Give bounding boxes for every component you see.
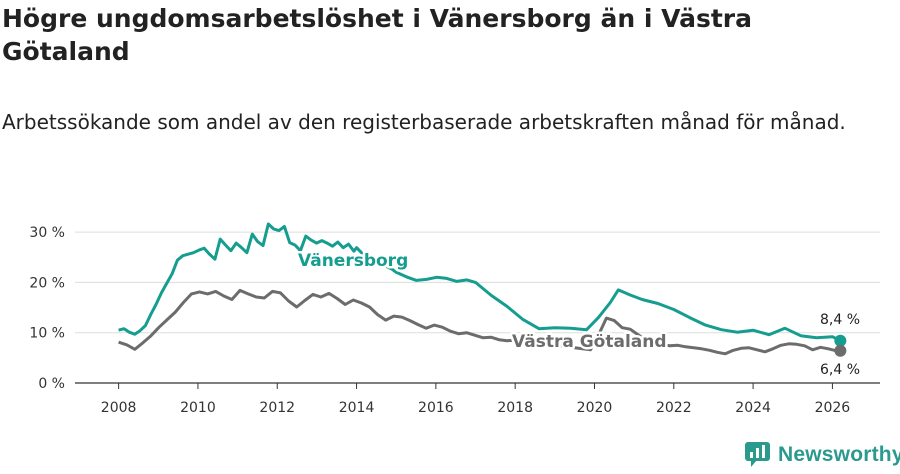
end-label-vanersborg: 8,4 % (820, 312, 860, 328)
brand-name: Newsworthy (778, 442, 900, 466)
x-tick-label: 2016 (418, 400, 454, 416)
series-label-vanersborg: Vänersborg (298, 251, 408, 271)
y-tick-label: 10 % (29, 326, 65, 342)
series-label-vastra-gotaland-halo: Västra Götaland (512, 332, 667, 352)
x-tick-label: 2012 (259, 400, 295, 416)
end-point-vastra-gotaland (834, 344, 847, 357)
x-tick-label: 2008 (101, 400, 137, 416)
x-tick-label: 2010 (180, 400, 216, 416)
x-tick-label: 2024 (735, 400, 771, 416)
chart-subtitle: Arbetssökande som andel av den registerb… (2, 110, 846, 134)
end-point-vanersborg (834, 334, 847, 347)
series-label-vastra-gotaland: Västra Götaland (512, 332, 667, 352)
chart-title: Högre ungdomsarbetslöshet i Vänersborg ä… (2, 4, 752, 66)
y-tick-label: 20 % (29, 275, 65, 291)
end-label-vastra-gotaland: 6,4 % (820, 362, 860, 378)
newsworthy-logo-icon (745, 442, 770, 467)
x-tick-label: 2014 (339, 400, 375, 416)
y-tick-label: 0 % (38, 376, 65, 392)
y-tick-label: 30 % (29, 225, 65, 241)
x-tick-label: 2022 (656, 400, 692, 416)
brand: Newsworthy (745, 442, 900, 467)
x-tick-label: 2020 (577, 400, 613, 416)
series-line-vanersborg (118, 222, 841, 343)
x-tick-label: 2026 (815, 400, 851, 416)
series-line-vastra-gotaland (118, 288, 837, 356)
x-tick-label: 2018 (497, 400, 533, 416)
series-label-vanersborg-halo: Vänersborg (298, 251, 408, 271)
